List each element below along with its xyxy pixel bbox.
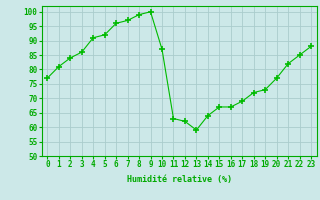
X-axis label: Humidité relative (%): Humidité relative (%) <box>127 175 232 184</box>
